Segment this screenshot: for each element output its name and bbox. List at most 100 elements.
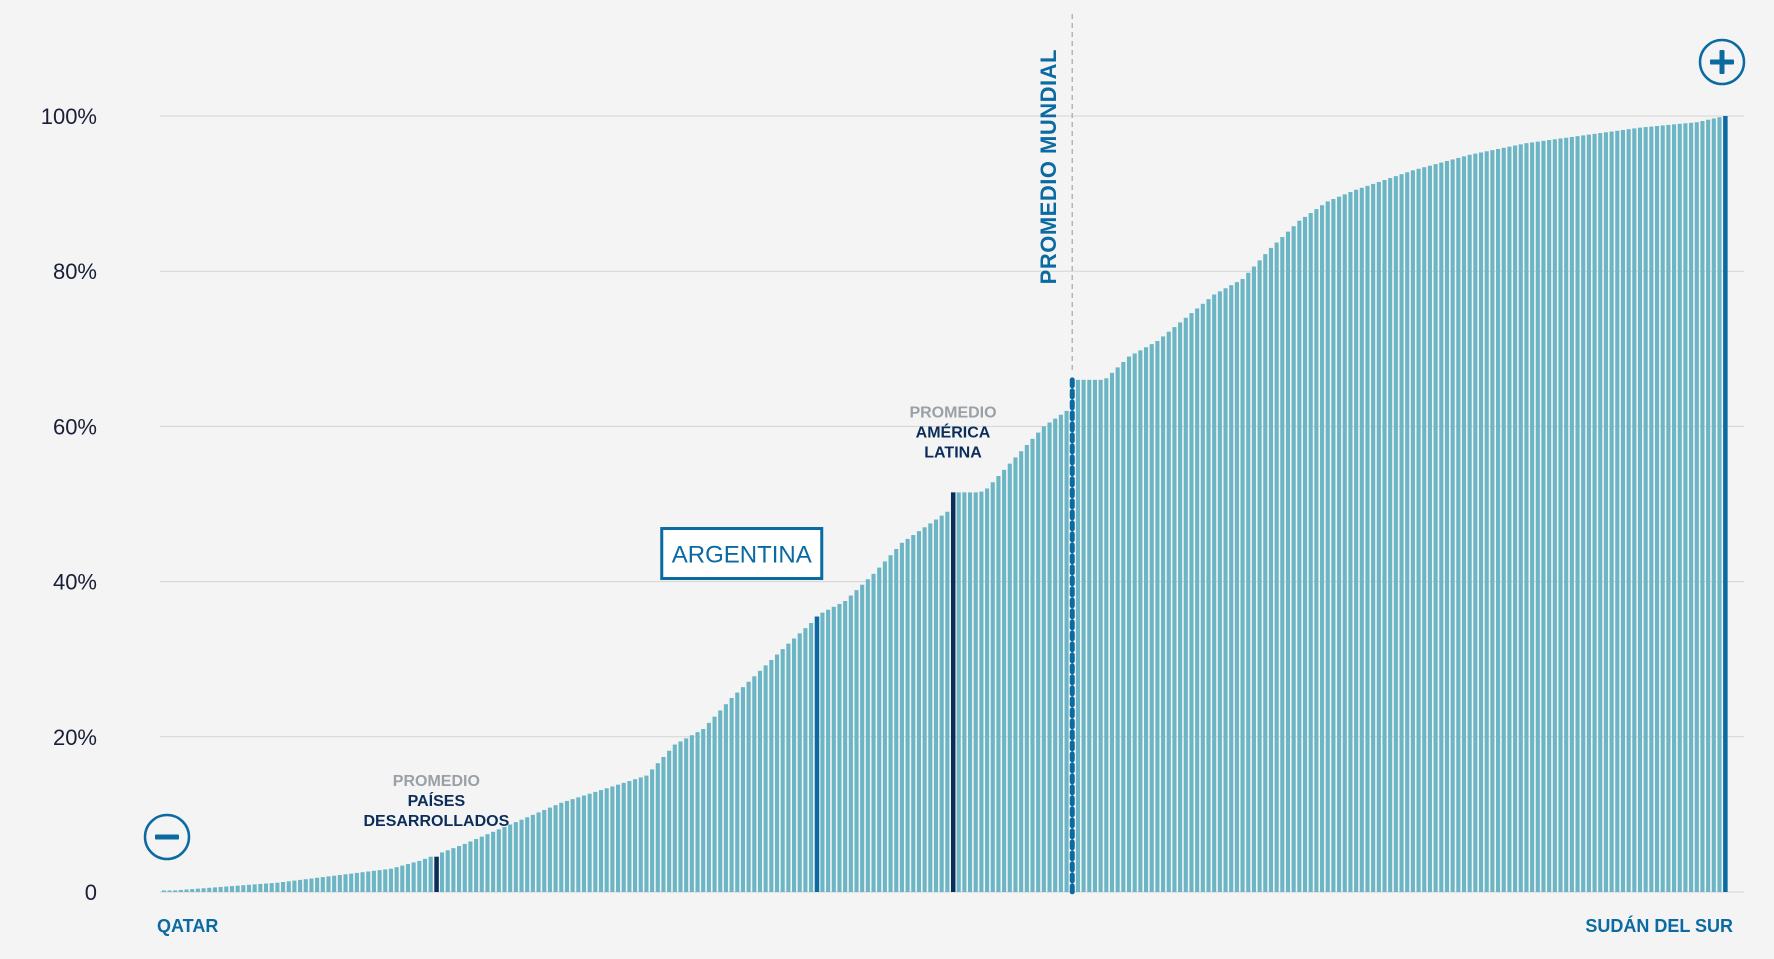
bar: [1422, 167, 1427, 892]
bar: [1592, 133, 1597, 892]
bar: [899, 542, 904, 892]
bar: [1195, 308, 1200, 892]
bar: [769, 659, 774, 892]
bar: [786, 643, 791, 892]
bar: [235, 885, 240, 892]
bar: [1541, 140, 1546, 892]
bar: [1172, 327, 1177, 892]
bar-highlight: [814, 616, 820, 892]
bar: [1354, 189, 1359, 893]
bar: [1075, 379, 1080, 893]
bar: [848, 595, 853, 892]
bar: [1013, 457, 1018, 892]
x-label-last: SUDÁN DEL SUR: [1585, 915, 1733, 936]
bar: [1104, 378, 1109, 893]
bar: [877, 567, 882, 892]
bar: [633, 779, 638, 892]
bar: [627, 781, 632, 892]
bar: [570, 799, 575, 892]
bar: [1297, 220, 1302, 892]
bar: [615, 784, 621, 892]
bar: [173, 890, 178, 892]
bar: [491, 831, 496, 892]
bar: [525, 817, 530, 892]
y-tick-label: 0: [85, 880, 97, 905]
bar: [1467, 154, 1472, 893]
bar: [1342, 194, 1347, 893]
bar: [167, 890, 172, 892]
bar: [809, 622, 814, 892]
bar: [462, 843, 467, 892]
bar: [1405, 172, 1410, 892]
bar: [650, 769, 655, 892]
bar: [695, 732, 700, 892]
bar: [1535, 141, 1540, 892]
bar: [1507, 146, 1512, 893]
bar: [292, 880, 297, 892]
bar: [1081, 379, 1086, 893]
bar: [411, 862, 416, 892]
bar: [922, 527, 927, 892]
bar: [1643, 127, 1648, 892]
bar: [1410, 170, 1415, 892]
bar: [1518, 144, 1523, 893]
bar: [1291, 226, 1296, 892]
bar: [1711, 118, 1716, 892]
bar: [740, 687, 745, 892]
y-tick-label: 80%: [53, 259, 97, 284]
bar: [564, 800, 569, 892]
bar: [911, 535, 916, 892]
bar: [422, 858, 428, 892]
bar: [797, 633, 802, 892]
bar: [1456, 157, 1461, 893]
bar: [1700, 120, 1705, 892]
bar: [706, 722, 711, 892]
bar: [1672, 124, 1677, 892]
bar: [439, 852, 445, 892]
bar: [474, 839, 479, 892]
bar: [337, 875, 342, 892]
bar: [593, 791, 598, 892]
bar: [457, 846, 462, 892]
bar: [195, 888, 200, 892]
y-tick-label: 20%: [53, 725, 97, 750]
bar: [258, 883, 263, 892]
bar-highlight: [950, 492, 956, 892]
bar: [1433, 164, 1438, 892]
bar: [1586, 134, 1591, 892]
bar: [366, 871, 371, 892]
bar: [689, 735, 694, 892]
bar: [1393, 176, 1398, 892]
annotation-label: DESARROLLADOS: [363, 813, 509, 830]
bar: [1041, 426, 1046, 892]
bar: [1382, 180, 1387, 892]
bar: [263, 883, 269, 892]
bar: [1149, 344, 1154, 892]
bar: [979, 491, 984, 892]
bar: [1087, 379, 1092, 893]
bar: [1217, 291, 1222, 893]
bar: [1706, 119, 1711, 893]
bar: [1501, 147, 1506, 893]
bar: [774, 654, 780, 892]
bar: [661, 756, 666, 892]
bar: [1564, 137, 1569, 892]
bar: [973, 492, 978, 892]
callout-box: [660, 527, 824, 581]
bar: [1263, 254, 1268, 893]
bar: [962, 492, 967, 892]
bar: [1036, 432, 1041, 892]
bar: [1581, 135, 1586, 892]
bar: [1274, 242, 1279, 892]
bar: [479, 836, 484, 892]
bar: [184, 889, 189, 892]
minus-icon: [155, 834, 179, 840]
plus-icon: [1710, 50, 1734, 74]
annotation-label: LATINA: [924, 444, 982, 461]
annotation-label: PAÍSES: [408, 791, 466, 810]
bar: [644, 775, 649, 892]
bar: [303, 879, 308, 892]
zoom-in-button[interactable]: [1698, 38, 1746, 86]
bar: [1626, 129, 1631, 892]
zoom-out-button[interactable]: [143, 813, 191, 861]
